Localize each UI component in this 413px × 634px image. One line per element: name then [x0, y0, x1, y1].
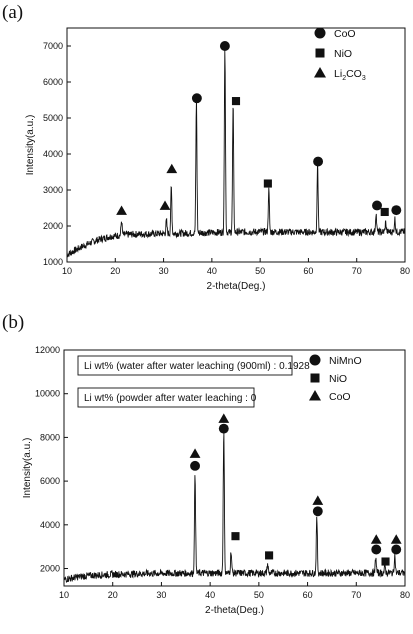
y-tick-label: 5000 — [43, 113, 63, 123]
y-tick-label: 10000 — [35, 389, 60, 399]
peak-marker-square — [380, 207, 389, 217]
xrd-trace — [63, 433, 406, 583]
legend-label-part: Li — [334, 68, 342, 80]
annotation-text-1: Li wt% (water after water leaching (900m… — [84, 361, 310, 372]
x-tick-label: 80 — [400, 590, 410, 600]
x-tick-label: 60 — [303, 590, 313, 600]
peak-marker-triangle — [390, 534, 402, 544]
y-tick-label: 3000 — [43, 185, 63, 195]
peak-marker-triangle — [370, 534, 382, 544]
peak-marker-circle — [219, 41, 230, 51]
plot-frame — [66, 27, 406, 263]
xrd-trace — [66, 50, 406, 258]
legend-circle-icon — [309, 354, 321, 366]
legend-label-part: CO — [346, 68, 362, 80]
peak-marker-triangle — [218, 413, 230, 423]
peak-marker-circle — [372, 200, 382, 211]
y-tick-label: 12000 — [35, 345, 60, 355]
peak-marker-triangle — [312, 495, 324, 505]
y-tick-label: 4000 — [43, 149, 63, 159]
peak-marker-circle — [313, 156, 324, 167]
peak-marker-circle — [391, 544, 402, 555]
peak-marker-triangle — [189, 448, 201, 458]
x-tick-label: 80 — [400, 266, 410, 276]
x-tick-label: 70 — [352, 266, 362, 276]
peak-marker-square — [265, 551, 274, 560]
x-tick-label: 50 — [255, 266, 265, 276]
legend-square-icon — [315, 48, 325, 58]
peak-marker-square — [231, 97, 241, 106]
legend-label: CoO — [329, 391, 351, 403]
y-tick-label: 6000 — [43, 77, 63, 87]
panel-label-b: (b) — [2, 312, 25, 333]
xrd-chart-a: 10 20 30 40 50 60 70 80 1000 2000 3000 4000 5000 6000… — [25, 27, 410, 292]
x-tick-label: 50 — [254, 590, 264, 600]
legend-label: NiMnO — [329, 355, 362, 367]
y-tick-label: 8000 — [40, 432, 60, 442]
y-tick-label: 4000 — [40, 520, 60, 530]
peak-marker-square — [263, 179, 272, 188]
x-tick-label: 20 — [110, 266, 120, 276]
y-tick-label: 1000 — [43, 257, 63, 267]
peak-marker-circle — [191, 93, 202, 104]
x-tick-label: 70 — [351, 590, 361, 600]
legend-label-sub: 2 — [342, 75, 346, 82]
peak-marker-circle — [218, 423, 229, 434]
peak-marker-circle — [371, 544, 382, 555]
peak-marker-triangle — [159, 200, 171, 210]
legend-square-icon — [310, 373, 320, 383]
x-tick-label: 40 — [205, 590, 215, 600]
annotation-box-1 — [77, 355, 293, 376]
x-tick-label: 30 — [156, 590, 166, 600]
peak-marker-circle — [190, 460, 200, 471]
x-tick-label: 20 — [108, 590, 118, 600]
y-tick-label: 2000 — [40, 564, 60, 574]
x-tick-label: 30 — [159, 266, 169, 276]
y-tick-label: 6000 — [40, 476, 60, 486]
x-axis-title: 2-theta(Deg.) — [207, 281, 266, 292]
y-axis-title: Intensity(a.u.) — [25, 115, 36, 176]
peak-marker-triangle — [166, 163, 178, 174]
y-axis-title: Intensity(a.u.) — [22, 438, 33, 499]
x-tick-label: 40 — [207, 266, 217, 276]
x-axis-title: 2-theta(Deg.) — [205, 605, 264, 616]
legend-triangle-icon — [309, 390, 321, 401]
peak-marker-triangle — [116, 205, 127, 215]
x-tick-label: 60 — [303, 266, 313, 276]
peak-marker-square — [381, 557, 390, 566]
annotation-text-2: Li wt% (powder after water leaching : 0 — [84, 393, 257, 404]
legend-label: Li2CO3 — [334, 68, 366, 82]
annotation-box-2 — [77, 387, 255, 408]
legend-triangle-icon — [314, 67, 326, 78]
legend-label: NiO — [334, 48, 352, 60]
xrd-chart-b: 10 20 30 40 50 60 70 80 2000 4000 6000 8000 10000 120… — [22, 345, 410, 616]
peak-marker-circle — [312, 506, 323, 517]
legend-circle-icon — [314, 27, 326, 39]
legend-label: CoO — [334, 28, 356, 40]
legend-label-sub: 3 — [362, 75, 366, 82]
x-tick-label: 10 — [59, 590, 69, 600]
panel-label-a: (a) — [2, 2, 24, 23]
plot-frame — [63, 349, 406, 587]
peak-marker-square — [231, 532, 240, 541]
y-tick-label: 2000 — [43, 221, 63, 231]
x-tick-label: 10 — [62, 266, 72, 276]
y-tick-label: 7000 — [43, 41, 63, 51]
peak-marker-circle — [391, 205, 402, 216]
legend-label: NiO — [329, 373, 347, 385]
